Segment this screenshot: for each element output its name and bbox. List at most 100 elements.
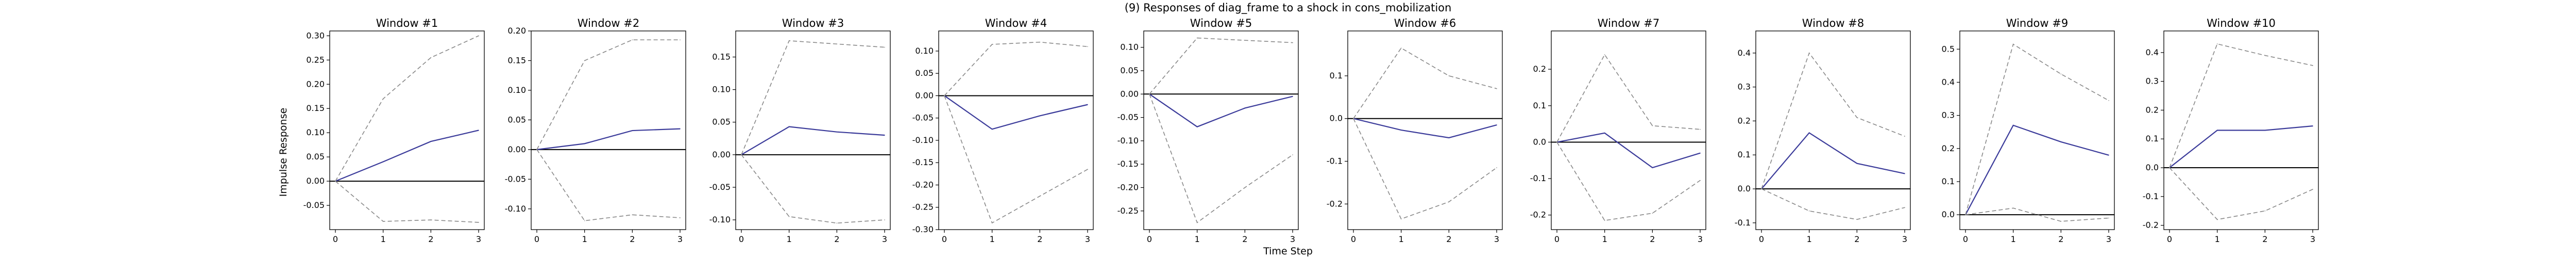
lower-band-line bbox=[1965, 207, 2109, 222]
response-point bbox=[884, 135, 885, 136]
band-point bbox=[2108, 100, 2109, 101]
x-tick-label: 1 bbox=[1807, 234, 1812, 244]
panel-frame bbox=[1347, 30, 1503, 230]
response-point bbox=[836, 131, 838, 133]
x-tick-label: 0 bbox=[942, 234, 947, 244]
y-tick-label: -0.10 bbox=[505, 204, 526, 214]
x-tick-label: 2 bbox=[2262, 234, 2267, 244]
x-tick-label: 0 bbox=[534, 234, 539, 244]
band-point bbox=[1448, 201, 1450, 202]
response-point bbox=[2108, 154, 2109, 156]
y-tick-label: -0.25 bbox=[1117, 206, 1139, 216]
band-point bbox=[1652, 213, 1653, 214]
x-tick-label: 1 bbox=[582, 234, 587, 244]
lower-band-line bbox=[944, 95, 1088, 224]
y-tick-label: 0.2 bbox=[1738, 116, 1751, 125]
band-point bbox=[1292, 42, 1293, 43]
response-point bbox=[788, 126, 790, 127]
band-point bbox=[836, 43, 838, 45]
band-point bbox=[1087, 46, 1088, 47]
panel-4: Window #4 -0.30 -0.25 -0.20 -0.15 -0.10 -0.05 0… bbox=[912, 17, 1094, 244]
band-point bbox=[584, 220, 585, 221]
x-tick-label: 3 bbox=[1085, 234, 1090, 244]
band-point bbox=[1244, 187, 1246, 188]
upper-band-line bbox=[1965, 43, 2109, 215]
y-tick-label: -0.1 bbox=[2143, 191, 2159, 201]
response-point bbox=[1039, 115, 1041, 117]
y-tick-label: 0.05 bbox=[1120, 66, 1139, 75]
band-point bbox=[1904, 207, 1905, 208]
band-point bbox=[1196, 222, 1198, 223]
band-point bbox=[788, 40, 790, 41]
x-tick-label: 2 bbox=[1242, 234, 1247, 244]
y-tick-label: 0.05 bbox=[507, 115, 526, 124]
band-point bbox=[1400, 47, 1402, 49]
band-point bbox=[1808, 52, 1810, 54]
x-tick-label: 0 bbox=[333, 234, 338, 244]
band-point bbox=[335, 181, 336, 182]
band-point bbox=[1292, 154, 1293, 155]
y-tick-label: 0.00 bbox=[712, 150, 731, 159]
response-point bbox=[584, 143, 585, 144]
response-point bbox=[1496, 124, 1497, 125]
y-tick-label: 0.1 bbox=[1738, 150, 1751, 159]
x-tick-label: 0 bbox=[1351, 234, 1356, 244]
upper-band-line bbox=[2169, 43, 2313, 168]
band-point bbox=[1496, 167, 1497, 168]
y-tick-label: 0.05 bbox=[915, 68, 934, 78]
response-point bbox=[1292, 96, 1293, 97]
y-tick-label: 0.0 bbox=[1942, 209, 1955, 219]
y-tick-label: -0.10 bbox=[709, 215, 731, 224]
band-point bbox=[680, 39, 681, 41]
band-point bbox=[1039, 196, 1041, 197]
response-point bbox=[1700, 152, 1701, 154]
band-point bbox=[1039, 41, 1041, 43]
panels: Window #1-0.050.000.050.100.150.200.250.… bbox=[303, 17, 2319, 244]
response-line bbox=[944, 95, 1088, 130]
y-tick-label: -0.15 bbox=[912, 157, 934, 167]
band-point bbox=[884, 219, 885, 220]
panel-title: Window #8 bbox=[1802, 17, 1864, 29]
response-point bbox=[1652, 167, 1653, 168]
panel-2: Window #2 -0.10 -0.05 0.00 0.05 0.10 0.15 0.20 0… bbox=[505, 17, 686, 244]
response-line bbox=[1353, 118, 1497, 139]
panel-1: Window #1 -0.05 0.00 0.05 0.10 0.15 0.20 0.25 0.… bbox=[303, 17, 485, 244]
y-tick-label: -0.05 bbox=[505, 174, 526, 184]
y-tick-label: 0.00 bbox=[1120, 89, 1139, 99]
response-point bbox=[430, 141, 432, 142]
y-tick-label: 0.00 bbox=[306, 176, 325, 186]
lower-band-line bbox=[1353, 118, 1497, 220]
band-point bbox=[1353, 118, 1354, 119]
band-point bbox=[1149, 93, 1150, 95]
band-point bbox=[2012, 207, 2014, 209]
x-tick-label: 1 bbox=[1602, 234, 1607, 244]
band-point bbox=[1556, 141, 1557, 143]
response-point bbox=[991, 128, 993, 130]
band-point bbox=[2312, 65, 2313, 66]
response-line bbox=[2169, 125, 2313, 168]
band-point bbox=[1856, 117, 1858, 118]
x-tick-label: 2 bbox=[834, 234, 839, 244]
y-tick-label: 0.1 bbox=[1533, 101, 1546, 110]
y-tick-label: -0.15 bbox=[1117, 159, 1139, 169]
y-tick-label: 0.10 bbox=[1120, 42, 1139, 52]
response-line bbox=[1149, 93, 1293, 127]
upper-band-line bbox=[1761, 52, 1905, 189]
y-tick-label: -0.20 bbox=[1117, 182, 1139, 192]
y-tick-label: 0.15 bbox=[306, 103, 325, 113]
band-point bbox=[632, 39, 633, 41]
y-tick-label: -0.05 bbox=[1117, 112, 1139, 122]
panel-title: Window #1 bbox=[376, 17, 438, 29]
y-tick-label: 0.1 bbox=[1330, 71, 1343, 80]
panel-7: Window #7 -0.2 -0.1 0.0 0.1 0.2 0 1 2 3 bbox=[1530, 17, 1706, 244]
response-point bbox=[2012, 125, 2014, 126]
panel-5: Window #5 -0.25 -0.20 -0.15 -0.10 -0.05 0.00 0.… bbox=[1117, 17, 1299, 244]
response-line bbox=[741, 126, 885, 155]
x-tick-label: 3 bbox=[476, 234, 481, 244]
lower-band-line bbox=[1149, 94, 1293, 223]
y-tick-label: 0.15 bbox=[712, 52, 731, 61]
panel-title: Window #10 bbox=[2207, 17, 2276, 29]
band-point bbox=[2312, 189, 2313, 190]
lower-band-line bbox=[536, 149, 681, 221]
y-tick-label: 0.10 bbox=[915, 46, 934, 56]
